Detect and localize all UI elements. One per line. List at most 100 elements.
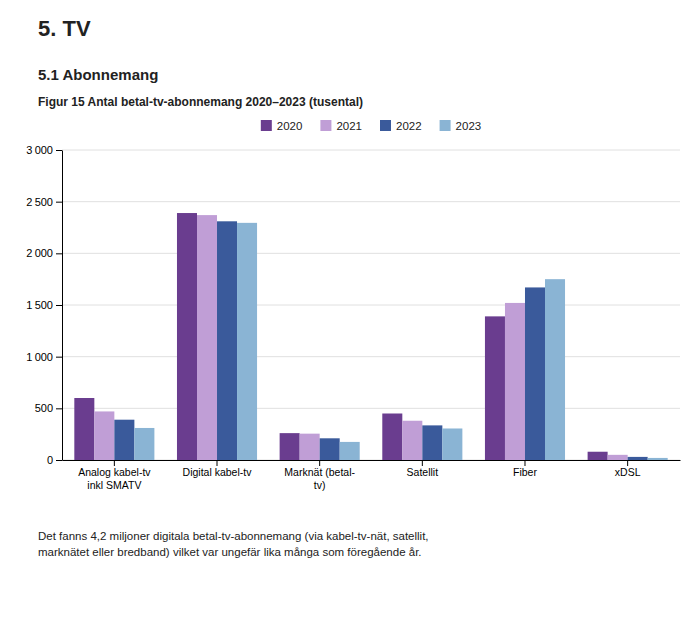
bar <box>340 442 360 460</box>
x-tick: Satellit <box>407 460 439 478</box>
legend-item: 2023 <box>440 120 482 132</box>
y-axis: 0 500 1 000 1 500 2 000 2 500 3 000 <box>26 144 62 466</box>
x-tick-label-line: Digital kabel-tv <box>183 466 253 478</box>
x-tick-label: Marknät (betal-tv) <box>284 466 355 491</box>
legend-label: 2021 <box>336 120 362 132</box>
x-tick-mark <box>524 460 525 466</box>
x-tick: xDSL <box>615 460 641 478</box>
x-tick-mark <box>217 460 218 466</box>
y-tick-mark <box>56 305 62 306</box>
bar <box>217 221 237 460</box>
legend: 2020 2021 2022 2023 <box>261 120 481 132</box>
y-tick-label: 1 500 <box>26 299 53 311</box>
grid-line <box>62 150 680 151</box>
y-tick: 1 500 <box>26 299 62 311</box>
x-tick-mark <box>422 460 423 466</box>
bar <box>114 420 134 460</box>
y-tick: 1 000 <box>26 351 62 363</box>
x-tick-label-line: Analog kabel-tv <box>78 466 151 478</box>
legend-label: 2020 <box>277 120 303 132</box>
chart: 5. TV 5.1 Abonnemang Figur 15 Antal betal-… <box>0 0 700 618</box>
bar <box>648 458 668 460</box>
bar <box>628 457 648 460</box>
bar-series <box>74 213 607 460</box>
bar <box>134 428 154 460</box>
bar <box>74 398 94 460</box>
x-tick: Digital kabel-tv <box>183 460 253 478</box>
grid-line <box>62 460 680 461</box>
y-tick: 2 000 <box>26 247 62 259</box>
bars <box>74 213 667 460</box>
bar <box>402 421 422 460</box>
y-tick-mark <box>56 460 62 461</box>
y-tick-label: 2 500 <box>26 196 53 208</box>
subtitle: 5.1 Abonnemang <box>38 66 158 83</box>
grid-line <box>62 356 680 357</box>
y-tick: 0 <box>47 454 62 466</box>
plot: 0 500 1 000 1 500 2 000 2 500 3 000 Analog kabe… <box>26 144 680 491</box>
x-tick: Fiber <box>513 460 537 478</box>
x-tick-mark <box>319 460 320 466</box>
bar <box>485 316 505 460</box>
title: 5. TV <box>38 16 91 41</box>
y-tick: 3 000 <box>26 144 62 156</box>
legend-label: 2022 <box>396 120 422 132</box>
bar-series <box>114 221 647 460</box>
bar <box>320 438 340 460</box>
bar <box>545 279 565 460</box>
legend-item: 2020 <box>261 120 303 132</box>
grid <box>62 150 680 460</box>
x-tick-label-line: Fiber <box>513 466 537 478</box>
bar <box>197 215 217 460</box>
y-tick: 500 <box>35 402 62 414</box>
y-tick-label: 2 000 <box>26 247 53 259</box>
x-tick-label: Analog kabel-tvinkl SMATV <box>78 466 151 491</box>
bar <box>608 455 628 460</box>
legend-item: 2022 <box>380 120 422 132</box>
bar <box>94 411 114 460</box>
x-axis-line <box>63 460 681 461</box>
x-tick-label-line: inkl SMATV <box>87 479 141 491</box>
legend-label: 2023 <box>456 120 482 132</box>
bar-series <box>134 223 667 460</box>
legend-swatch <box>380 120 391 131</box>
x-tick-label: xDSL <box>615 466 641 478</box>
y-tick-label: 3 000 <box>26 144 53 156</box>
y-tick: 2 500 <box>26 196 62 208</box>
legend-item: 2021 <box>320 120 362 132</box>
x-tick-label-line: Satellit <box>407 466 439 478</box>
x-tick-label-line: tv) <box>314 479 326 491</box>
legend-swatch <box>320 120 331 131</box>
bar <box>280 433 300 460</box>
bar <box>422 425 442 460</box>
footnote-line: marknätet eller bredband) vilket var ung… <box>38 546 422 558</box>
x-tick: Marknät (betal-tv) <box>284 460 355 491</box>
y-tick-mark <box>56 202 62 203</box>
x-tick-label-line: Marknät (betal- <box>284 466 355 478</box>
y-tick-mark <box>56 150 62 151</box>
bar <box>300 434 320 460</box>
footnote: Det fanns 4,2 miljoner digitala betal-tv… <box>38 530 429 558</box>
legend-swatch <box>440 120 451 131</box>
y-tick-label: 1 000 <box>26 351 53 363</box>
footnote-line: Det fanns 4,2 miljoner digitala betal-tv… <box>38 530 429 542</box>
x-tick-mark <box>627 460 628 466</box>
x-tick-mark <box>114 460 115 466</box>
bar <box>588 452 608 460</box>
bar <box>442 428 462 460</box>
x-tick: Analog kabel-tvinkl SMATV <box>78 460 151 491</box>
y-tick-mark <box>56 253 62 254</box>
y-tick-mark <box>56 408 62 409</box>
x-tick-label-line: xDSL <box>615 466 641 478</box>
grid-line <box>62 253 680 254</box>
x-axis: Analog kabel-tvinkl SMATV Digital kabel-t… <box>63 460 681 491</box>
subtitle: Figur 15 Antal betal-tv-abonnemang 2020–… <box>38 95 363 109</box>
x-tick-label: Satellit <box>407 466 439 478</box>
y-tick-mark <box>56 357 62 358</box>
x-tick-label: Fiber <box>513 466 537 478</box>
y-tick-label: 500 <box>35 402 53 414</box>
y-tick-label: 0 <box>47 454 53 466</box>
bar <box>177 213 197 460</box>
legend-swatch <box>261 120 272 131</box>
grid-line <box>62 201 680 202</box>
